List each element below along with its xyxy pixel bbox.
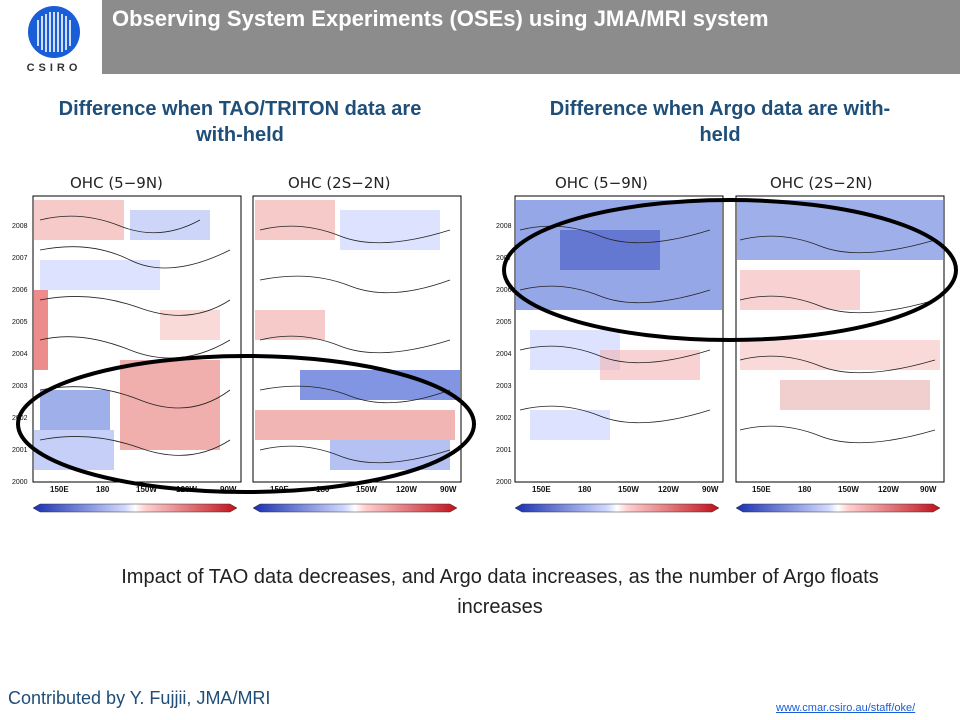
- right-panel-1: [514, 195, 724, 483]
- caption: Impact of TAO data decreases, and Argo d…: [121, 566, 879, 618]
- y-tick: 2002: [496, 415, 512, 422]
- colorbar-right-1: [514, 503, 720, 513]
- csiro-logo: CSIRO: [14, 4, 94, 82]
- csiro-logo-icon: [28, 6, 80, 58]
- x-tick: 120W: [658, 485, 679, 494]
- colorbar-left-1: [32, 503, 238, 513]
- x-tick: 150W: [838, 485, 859, 494]
- x-tick: 150W: [618, 485, 639, 494]
- x-tick: 120W: [396, 485, 417, 494]
- y-tick: 2008: [496, 223, 512, 230]
- right-figure-subtitle: Difference when Argo data are with-held: [549, 98, 891, 146]
- right-panel-1-title: OHC (5−9N): [555, 174, 648, 192]
- left-panel-2: [252, 195, 462, 483]
- x-tick: 150E: [50, 485, 69, 494]
- x-tick: 150W: [356, 485, 377, 494]
- x-tick: 90W: [702, 485, 719, 494]
- colorbar-right-2: [735, 503, 941, 513]
- csiro-logo-text: CSIRO: [26, 62, 82, 74]
- y-tick: 2006: [496, 287, 512, 294]
- left-panel-1: [32, 195, 242, 483]
- y-tick: 2001: [496, 447, 512, 454]
- y-tick: 2007: [496, 255, 512, 262]
- left-panel-2-title: OHC (2S−2N): [288, 174, 391, 192]
- y-tick: 2004: [496, 351, 512, 358]
- x-tick: 180: [798, 485, 812, 494]
- x-tick: 150E: [532, 485, 551, 494]
- highlight-ellipse-tao: [16, 354, 476, 494]
- x-tick: 150W: [136, 485, 157, 494]
- x-tick: 90W: [440, 485, 457, 494]
- x-tick: 90W: [220, 485, 237, 494]
- colorbar-left-2: [252, 503, 458, 513]
- y-tick: 2007: [12, 255, 28, 262]
- y-tick: 2000: [12, 479, 28, 486]
- title-bar: [102, 0, 960, 74]
- colorbars: [32, 503, 941, 513]
- right-panel-2-title: OHC (2S−2N): [770, 174, 873, 192]
- y-tick: 2003: [12, 383, 28, 390]
- y-tick: 2005: [496, 319, 512, 326]
- y-tick: 2001: [12, 447, 28, 454]
- x-tick: 90W: [920, 485, 937, 494]
- x-tick: 180: [96, 485, 110, 494]
- ohc-difference-figure: 2008 2007 2006 2005 2004 2003 2002 2001 …: [12, 195, 958, 513]
- source-link[interactable]: www.cmar.csiro.au/staff/oke/: [776, 702, 916, 714]
- x-tick: 180: [578, 485, 592, 494]
- x-tick: 150E: [752, 485, 771, 494]
- y-tick: 2008: [12, 223, 28, 230]
- y-tick: 2005: [12, 319, 28, 326]
- y-tick: 2000: [496, 479, 512, 486]
- y-tick: 2006: [12, 287, 28, 294]
- y-tick: 2003: [496, 383, 512, 390]
- credit: Contributed by Y. Fujjii, JMA/MRI: [8, 688, 271, 708]
- highlight-ellipse-argo: [502, 198, 958, 342]
- x-tick: 120W: [878, 485, 899, 494]
- y-tick: 2004: [12, 351, 28, 358]
- slide-title: Observing System Experiments (OSEs) usin…: [112, 6, 769, 31]
- left-panel-1-title: OHC (5−9N): [70, 174, 163, 192]
- left-figure-subtitle: Difference when TAO/TRITON data are with…: [58, 98, 422, 146]
